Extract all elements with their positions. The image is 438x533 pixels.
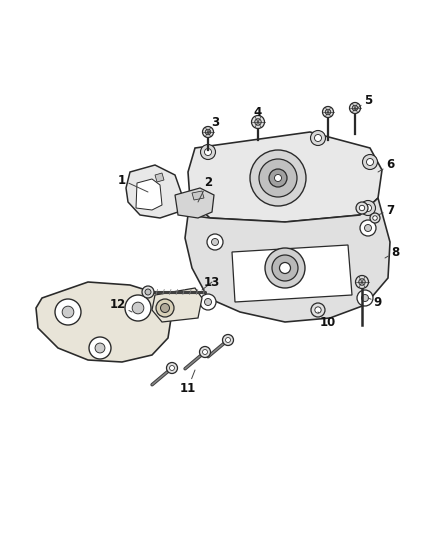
Text: 8: 8 <box>385 246 399 259</box>
Circle shape <box>272 255 298 281</box>
Circle shape <box>314 134 321 141</box>
Circle shape <box>170 366 174 370</box>
Text: 11: 11 <box>180 370 196 394</box>
Circle shape <box>279 262 290 273</box>
Circle shape <box>250 150 306 206</box>
Polygon shape <box>152 288 202 322</box>
Polygon shape <box>36 282 172 362</box>
Circle shape <box>360 220 376 236</box>
Circle shape <box>207 234 223 250</box>
Text: 5: 5 <box>355 93 372 110</box>
Circle shape <box>200 294 216 310</box>
Text: 13: 13 <box>202 276 220 290</box>
Circle shape <box>265 248 305 288</box>
Text: 3: 3 <box>208 116 219 134</box>
Circle shape <box>205 149 212 156</box>
Text: 2: 2 <box>198 175 212 202</box>
Polygon shape <box>126 165 182 218</box>
Polygon shape <box>155 173 164 182</box>
Polygon shape <box>136 179 162 210</box>
Circle shape <box>364 205 371 212</box>
Circle shape <box>202 350 208 354</box>
Circle shape <box>356 202 368 214</box>
Circle shape <box>275 174 282 182</box>
Polygon shape <box>185 198 390 322</box>
Circle shape <box>160 303 170 312</box>
Circle shape <box>357 290 373 306</box>
Circle shape <box>311 131 325 146</box>
Circle shape <box>223 335 233 345</box>
Circle shape <box>259 159 297 197</box>
Circle shape <box>212 238 219 246</box>
Circle shape <box>352 105 358 111</box>
Circle shape <box>367 158 374 166</box>
Circle shape <box>62 306 74 318</box>
Circle shape <box>251 116 265 128</box>
Circle shape <box>142 286 154 298</box>
Circle shape <box>205 298 212 305</box>
Polygon shape <box>192 191 204 200</box>
Polygon shape <box>175 188 214 218</box>
Circle shape <box>311 303 325 317</box>
Circle shape <box>373 216 377 220</box>
Circle shape <box>350 102 360 114</box>
Circle shape <box>226 337 230 343</box>
Text: 7: 7 <box>378 204 394 216</box>
Text: 1: 1 <box>118 174 148 192</box>
Circle shape <box>89 337 111 359</box>
Circle shape <box>322 107 333 117</box>
Text: 12: 12 <box>110 298 132 312</box>
Circle shape <box>359 205 365 211</box>
Circle shape <box>315 307 321 313</box>
Circle shape <box>95 343 105 353</box>
Circle shape <box>199 346 211 358</box>
Circle shape <box>255 119 261 125</box>
Circle shape <box>166 362 177 374</box>
Polygon shape <box>188 132 382 222</box>
Circle shape <box>370 213 380 223</box>
Circle shape <box>361 295 368 302</box>
Circle shape <box>360 200 375 215</box>
Circle shape <box>205 129 211 135</box>
Circle shape <box>145 289 151 295</box>
Text: 9: 9 <box>368 295 382 309</box>
Circle shape <box>363 155 378 169</box>
Circle shape <box>156 299 174 317</box>
Text: 6: 6 <box>378 158 394 172</box>
Circle shape <box>269 169 287 187</box>
Text: 4: 4 <box>254 106 262 122</box>
Circle shape <box>132 302 144 314</box>
Polygon shape <box>232 245 352 302</box>
Circle shape <box>202 126 213 138</box>
Circle shape <box>55 299 81 325</box>
Text: 10: 10 <box>318 312 336 328</box>
Circle shape <box>364 224 371 231</box>
Circle shape <box>359 279 365 285</box>
Circle shape <box>325 109 331 115</box>
Circle shape <box>125 295 151 321</box>
Circle shape <box>201 144 215 159</box>
Circle shape <box>356 276 368 288</box>
